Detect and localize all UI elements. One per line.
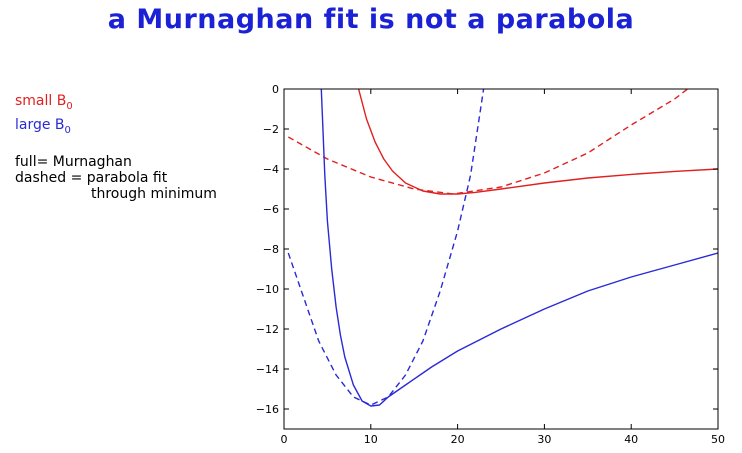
- x-tick-label-30: 30: [537, 433, 551, 446]
- legend-small-label: small B: [15, 93, 67, 109]
- x-tick-label-20: 20: [451, 433, 465, 446]
- note-dashed-parabola: dashed = parabola fit: [15, 170, 168, 186]
- legend-large-b0: large B0: [15, 116, 73, 140]
- legend-small-subscript: 0: [66, 100, 73, 112]
- slide-title: a Murnaghan fit is not a parabola: [107, 4, 635, 35]
- y-tick-label--14: −14: [256, 363, 279, 376]
- y-tick-label--10: −10: [256, 283, 279, 296]
- legend-small-b0: small B0: [15, 92, 73, 116]
- x-tick-label-10: 10: [364, 433, 378, 446]
- y-tick-label--6: −6: [263, 203, 279, 216]
- y-tick-label--12: −12: [256, 323, 279, 336]
- y-tick-label--16: −16: [256, 403, 279, 416]
- y-tick-label--2: −2: [263, 123, 279, 136]
- legend-large-label: large B: [15, 116, 65, 133]
- y-tick-label--4: −4: [263, 163, 279, 176]
- y-tick-label--8: −8: [263, 243, 279, 256]
- series-line-3-dashed: [287, 89, 485, 406]
- notes: full= Murnaghan dashed = parabola fit th…: [15, 154, 217, 202]
- x-tick-label-50: 50: [711, 433, 725, 446]
- series-line-0-solid: [357, 89, 718, 195]
- note-through-minimum: through minimum: [91, 186, 217, 202]
- legend: small B0 large B0: [15, 92, 73, 140]
- series-line-2-solid: [320, 89, 718, 407]
- legend-large-subscript: 0: [64, 124, 71, 136]
- y-tick-label-0: 0: [272, 83, 279, 96]
- x-tick-label-0: 0: [281, 433, 288, 446]
- note-full-murnaghan: full= Murnaghan: [15, 154, 132, 170]
- plot-frame: [283, 88, 719, 430]
- series-line-1-dashed: [287, 89, 689, 195]
- x-tick-label-40: 40: [624, 433, 638, 446]
